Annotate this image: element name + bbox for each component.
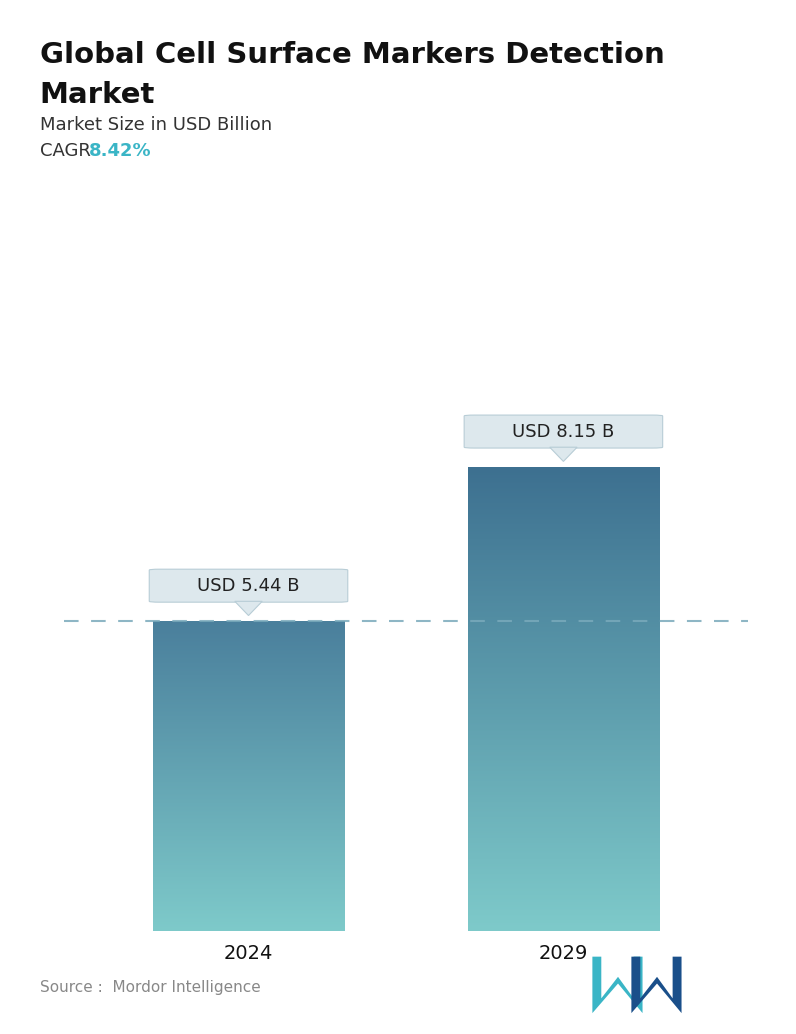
Polygon shape	[550, 447, 577, 461]
Text: Global Cell Surface Markers Detection: Global Cell Surface Markers Detection	[40, 41, 665, 69]
Text: 8.42%: 8.42%	[89, 142, 152, 159]
Text: Market Size in USD Billion: Market Size in USD Billion	[40, 116, 272, 133]
Text: USD 5.44 B: USD 5.44 B	[197, 577, 300, 595]
FancyBboxPatch shape	[150, 569, 348, 602]
FancyBboxPatch shape	[464, 415, 662, 448]
Text: USD 8.15 B: USD 8.15 B	[513, 423, 615, 440]
Text: CAGR: CAGR	[40, 142, 96, 159]
Polygon shape	[592, 956, 642, 1013]
Polygon shape	[235, 602, 262, 615]
Text: Source :  Mordor Intelligence: Source : Mordor Intelligence	[40, 980, 260, 996]
Text: Market: Market	[40, 81, 155, 109]
Polygon shape	[631, 956, 681, 1013]
